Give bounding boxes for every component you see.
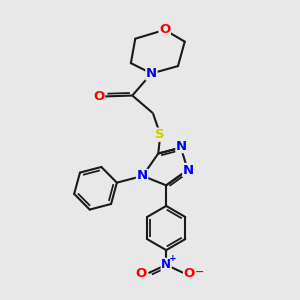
Text: −: − bbox=[194, 267, 204, 277]
Text: O: O bbox=[136, 267, 147, 280]
Text: O: O bbox=[93, 90, 104, 103]
Text: N: N bbox=[183, 164, 194, 176]
Text: N: N bbox=[136, 169, 148, 182]
Text: N: N bbox=[146, 67, 157, 80]
Text: N: N bbox=[161, 258, 171, 271]
Text: O: O bbox=[184, 267, 195, 280]
Text: +: + bbox=[169, 254, 176, 263]
Text: N: N bbox=[176, 140, 187, 153]
Text: O: O bbox=[159, 23, 170, 36]
Text: S: S bbox=[155, 128, 165, 141]
